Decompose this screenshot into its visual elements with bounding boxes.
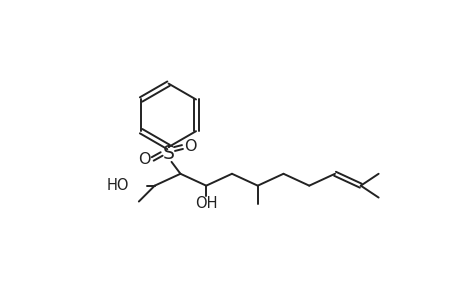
Text: OH: OH — [195, 196, 217, 211]
Text: O: O — [184, 139, 196, 154]
Text: HO: HO — [106, 178, 129, 193]
Text: O: O — [138, 152, 151, 167]
Text: S: S — [162, 145, 174, 164]
